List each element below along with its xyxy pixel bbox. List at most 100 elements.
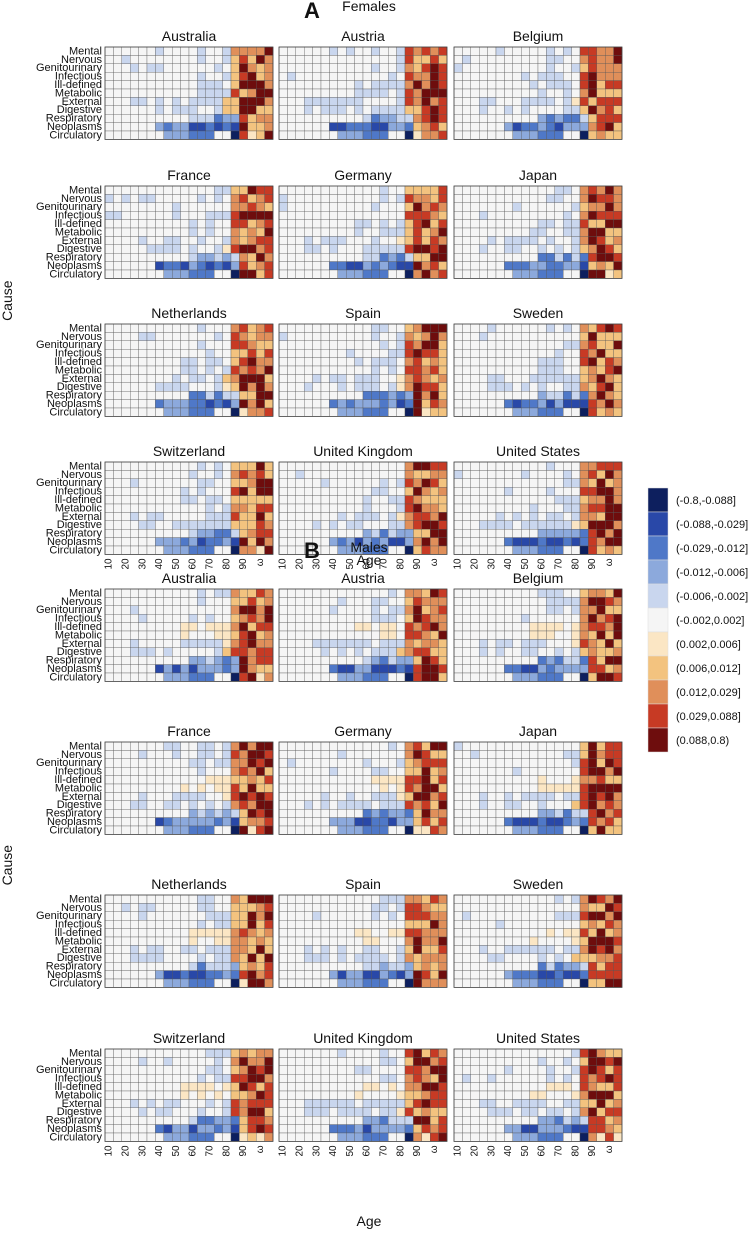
heatmap-cell	[113, 664, 122, 674]
heatmap-cell	[205, 512, 215, 521]
heatmap-cell	[146, 894, 156, 904]
heatmap-cell	[287, 630, 296, 640]
heatmap-cell	[312, 323, 322, 333]
heatmap-cell	[571, 783, 581, 793]
heatmap-cell	[521, 105, 530, 115]
heatmap-cell	[521, 520, 530, 530]
heatmap-cell	[596, 122, 606, 132]
country-title: Belgium	[513, 570, 564, 586]
heatmap-cell	[571, 46, 581, 56]
heatmap-cell	[295, 244, 305, 254]
heatmap-cell	[379, 512, 389, 521]
heatmap-cell	[172, 1090, 181, 1100]
heatmap-cell	[563, 503, 572, 513]
heatmap-cell	[571, 349, 581, 358]
heatmap-cell	[205, 1057, 215, 1066]
heatmap-cell	[247, 130, 257, 140]
heatmap-cell	[470, 97, 480, 106]
heatmap-cell	[430, 55, 439, 64]
heatmap-cell	[430, 978, 439, 988]
heatmap-cell	[287, 194, 296, 203]
heatmap-cell	[264, 1132, 274, 1142]
heatmap-cell	[404, 105, 414, 115]
panel-frame	[104, 741, 274, 835]
heatmap-cell	[180, 365, 190, 375]
heatmap-cell	[413, 55, 422, 64]
heatmap-cell	[295, 537, 305, 547]
heatmap-cell	[537, 911, 547, 921]
heatmap-cell	[430, 614, 439, 623]
heatmap-cell	[188, 605, 198, 615]
heatmap-cell	[222, 1065, 232, 1075]
heatmap-cell	[579, 672, 589, 682]
heatmap-cell	[571, 825, 581, 835]
heatmap-cell	[163, 374, 173, 383]
heatmap-cell	[304, 597, 313, 606]
heatmap-cell	[205, 88, 215, 98]
heatmap-cell	[596, 357, 606, 367]
heatmap-cell	[312, 122, 322, 132]
heatmap-cell	[329, 269, 338, 279]
heatmap-cell	[205, 817, 215, 827]
heatmap-cell	[130, 903, 139, 912]
heatmap-cell	[104, 202, 114, 212]
heatmap-cell	[312, 374, 322, 383]
heatmap-cell	[205, 1107, 215, 1117]
heatmap-cell	[371, 945, 380, 954]
heatmap-cell	[546, 269, 555, 279]
heatmap-cell	[504, 461, 513, 471]
heatmap-cell	[163, 792, 173, 801]
heatmap-cell	[264, 382, 274, 392]
heatmap-cell	[571, 323, 581, 333]
panel-frame	[453, 741, 623, 835]
heatmap-cell	[113, 487, 122, 496]
heatmap-cell	[430, 630, 439, 640]
heatmap-cell	[138, 672, 148, 682]
heatmap-cell	[163, 783, 173, 793]
heatmap-cell	[214, 588, 223, 598]
heatmap-cell	[205, 928, 215, 938]
heatmap-cell	[512, 741, 522, 751]
heatmap-cell	[113, 357, 122, 367]
heatmap-cell	[222, 520, 232, 530]
heatmap-cell	[346, 911, 355, 921]
heatmap-cell	[346, 122, 355, 132]
heatmap-cell	[371, 920, 380, 929]
heatmap-cell	[163, 894, 173, 904]
heatmap-cell	[163, 227, 173, 237]
heatmap-cell	[295, 672, 305, 682]
heatmap-cell	[521, 332, 530, 341]
heatmap-cell	[172, 269, 181, 279]
heatmap-cell	[188, 194, 198, 203]
heatmap-cell	[230, 962, 240, 971]
heatmap-cell	[138, 817, 148, 827]
heatmap-cell	[295, 461, 305, 471]
heatmap-cell	[438, 407, 448, 417]
heatmap-cell	[371, 978, 380, 988]
heatmap-cell	[563, 114, 572, 123]
heatmap-cell	[337, 978, 347, 988]
heatmap-cell	[230, 80, 240, 90]
cause-label: Genitourinary	[36, 604, 103, 616]
heatmap-cell	[554, 382, 564, 392]
heatmap-cell	[596, 72, 606, 81]
heatmap-cell	[320, 340, 330, 350]
heatmap-cell	[146, 970, 156, 980]
heatmap-cell	[121, 512, 131, 521]
heatmap-cell	[104, 783, 114, 793]
heatmap-cell	[388, 340, 397, 350]
heatmap-cell	[588, 503, 597, 513]
heatmap-cell	[462, 244, 471, 254]
heatmap-cell	[230, 894, 240, 904]
heatmap-cell	[479, 461, 488, 471]
heatmap-cell	[588, 253, 597, 262]
heatmap-cell	[312, 970, 322, 980]
heatmap-cell	[413, 357, 422, 367]
heatmap-cell	[113, 537, 122, 547]
heatmap-cell	[320, 253, 330, 262]
heatmap-cell	[438, 664, 448, 674]
heatmap-cell	[295, 809, 305, 818]
heatmap-cell	[172, 253, 181, 262]
heatmap-cell	[197, 614, 206, 623]
heatmap-cell	[264, 323, 274, 333]
